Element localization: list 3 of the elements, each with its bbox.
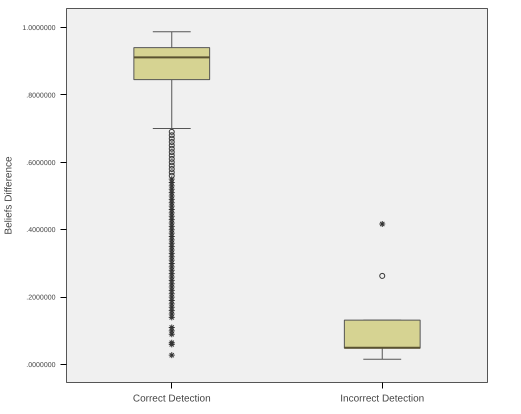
x-tick-label: Incorrect Detection (340, 394, 424, 404)
y-axis-title: Beliefs Difference (3, 156, 14, 235)
x-tick-label: Correct Detection (132, 394, 211, 404)
